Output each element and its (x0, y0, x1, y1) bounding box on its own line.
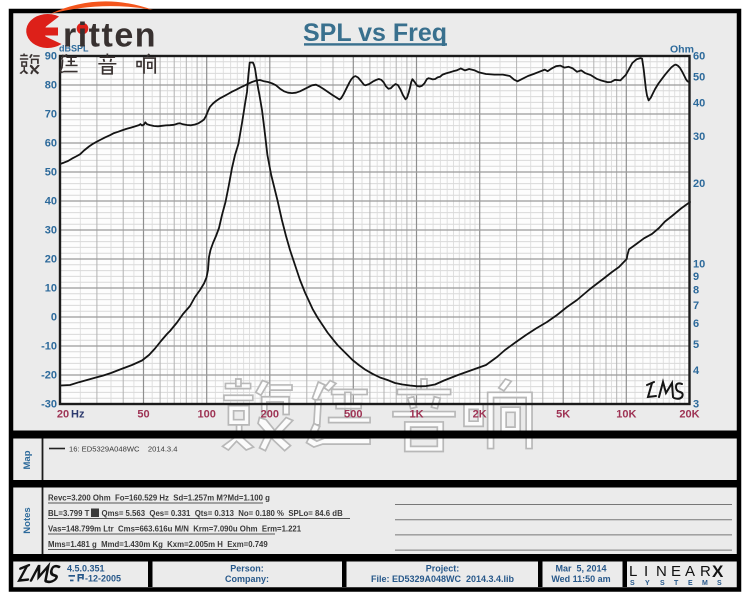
svg-text:60: 60 (45, 138, 57, 150)
svg-text:4: 4 (693, 365, 700, 377)
svg-text:BL=3.799 T: BL=3.799 T (48, 509, 90, 518)
svg-text:T: T (674, 580, 679, 587)
svg-text:7: 7 (693, 300, 699, 312)
svg-text:10: 10 (45, 283, 57, 295)
svg-text:S: S (660, 580, 665, 587)
svg-text:File: ED5329A048WC 2014.3.4.l: File: ED5329A048WC 2014.3.4.lib (371, 574, 515, 584)
svg-text:9: 9 (693, 271, 699, 283)
svg-text:5: 5 (693, 339, 699, 351)
svg-text:50: 50 (137, 409, 149, 421)
svg-text:S: S (717, 580, 722, 587)
svg-text:90: 90 (45, 51, 57, 63)
svg-text:-20: -20 (41, 370, 57, 382)
svg-text:0: 0 (51, 312, 57, 324)
svg-text:10: 10 (693, 259, 705, 271)
svg-text:E: E (688, 580, 693, 587)
svg-text:E: E (671, 563, 681, 580)
svg-text:40: 40 (45, 196, 57, 208)
svg-text:dBSPL: dBSPL (59, 44, 89, 54)
svg-text:20: 20 (57, 409, 69, 421)
svg-text:Vas=148.799m Ltr Cms=663.616u: Vas=148.799m Ltr Cms=663.616u M/N Krm=7.… (48, 525, 302, 534)
svg-text:Mar 5, 2014: Mar 5, 2014 (555, 564, 606, 574)
svg-text:6: 6 (693, 318, 699, 330)
svg-text:Company:: Company: (225, 574, 269, 584)
svg-text:20: 20 (45, 254, 57, 266)
svg-text:200: 200 (261, 409, 279, 421)
svg-text:L: L (629, 563, 637, 580)
svg-text:N: N (656, 563, 667, 580)
svg-text:60: 60 (693, 51, 705, 63)
svg-text:3: 3 (693, 399, 699, 411)
svg-text:Map: Map (22, 450, 33, 469)
svg-text:M: M (702, 580, 708, 587)
svg-text:A: A (685, 563, 695, 580)
svg-text:-10: -10 (41, 341, 57, 353)
svg-text:40: 40 (693, 98, 705, 110)
svg-text:I: I (644, 563, 648, 580)
svg-text:-30: -30 (41, 399, 57, 411)
svg-text:Hz: Hz (71, 409, 85, 421)
svg-text:Ohm: Ohm (670, 44, 694, 56)
svg-text:S: S (630, 580, 635, 587)
svg-text:16: ED5329A048WC 2014.3.4: 16: ED5329A048WC 2014.3.4 (69, 445, 178, 454)
svg-text:Notes: Notes (22, 507, 33, 533)
svg-text:Mms=1.481 g Mmd=1.430m Kg Kx: Mms=1.481 g Mmd=1.430m Kg Kxm=2.005m H E… (48, 540, 268, 549)
svg-text:8: 8 (693, 285, 699, 297)
svg-text:30: 30 (45, 225, 57, 237)
svg-text:Project:: Project: (426, 564, 460, 574)
svg-text:ritten: ritten (63, 17, 157, 55)
svg-text:80: 80 (45, 80, 57, 92)
svg-text:Wed 11:50 am: Wed 11:50 am (551, 574, 610, 584)
svg-text:50: 50 (45, 167, 57, 179)
svg-text:5K: 5K (556, 409, 570, 421)
svg-text:20K: 20K (679, 409, 699, 421)
svg-text:10K: 10K (616, 409, 636, 421)
svg-text:4.5.0.351: 4.5.0.351 (67, 564, 105, 574)
svg-text:-12-2005: -12-2005 (85, 574, 121, 584)
svg-text:SPL vs Freq: SPL vs Freq (303, 19, 447, 47)
svg-text:Person:: Person: (230, 564, 264, 574)
svg-text:Revc=3.200 Ohm Fo=160.529 Hz: Revc=3.200 Ohm Fo=160.529 Hz Sd=1.257m M… (48, 494, 270, 503)
svg-text:50: 50 (693, 72, 705, 84)
svg-text:R: R (700, 563, 711, 580)
svg-text:30: 30 (693, 131, 705, 143)
svg-text:2K: 2K (473, 409, 487, 421)
svg-text:500: 500 (344, 409, 362, 421)
svg-text:70: 70 (45, 109, 57, 121)
svg-text:1K: 1K (409, 409, 423, 421)
svg-text:Y: Y (645, 580, 650, 587)
svg-text:Qms= 5.563 Qes= 0.331 Qts= 0: Qms= 5.563 Qes= 0.331 Qts= 0.313 No= 0.1… (102, 509, 344, 518)
svg-text:X: X (712, 562, 724, 581)
svg-text:20: 20 (693, 178, 705, 190)
svg-text:100: 100 (198, 409, 216, 421)
